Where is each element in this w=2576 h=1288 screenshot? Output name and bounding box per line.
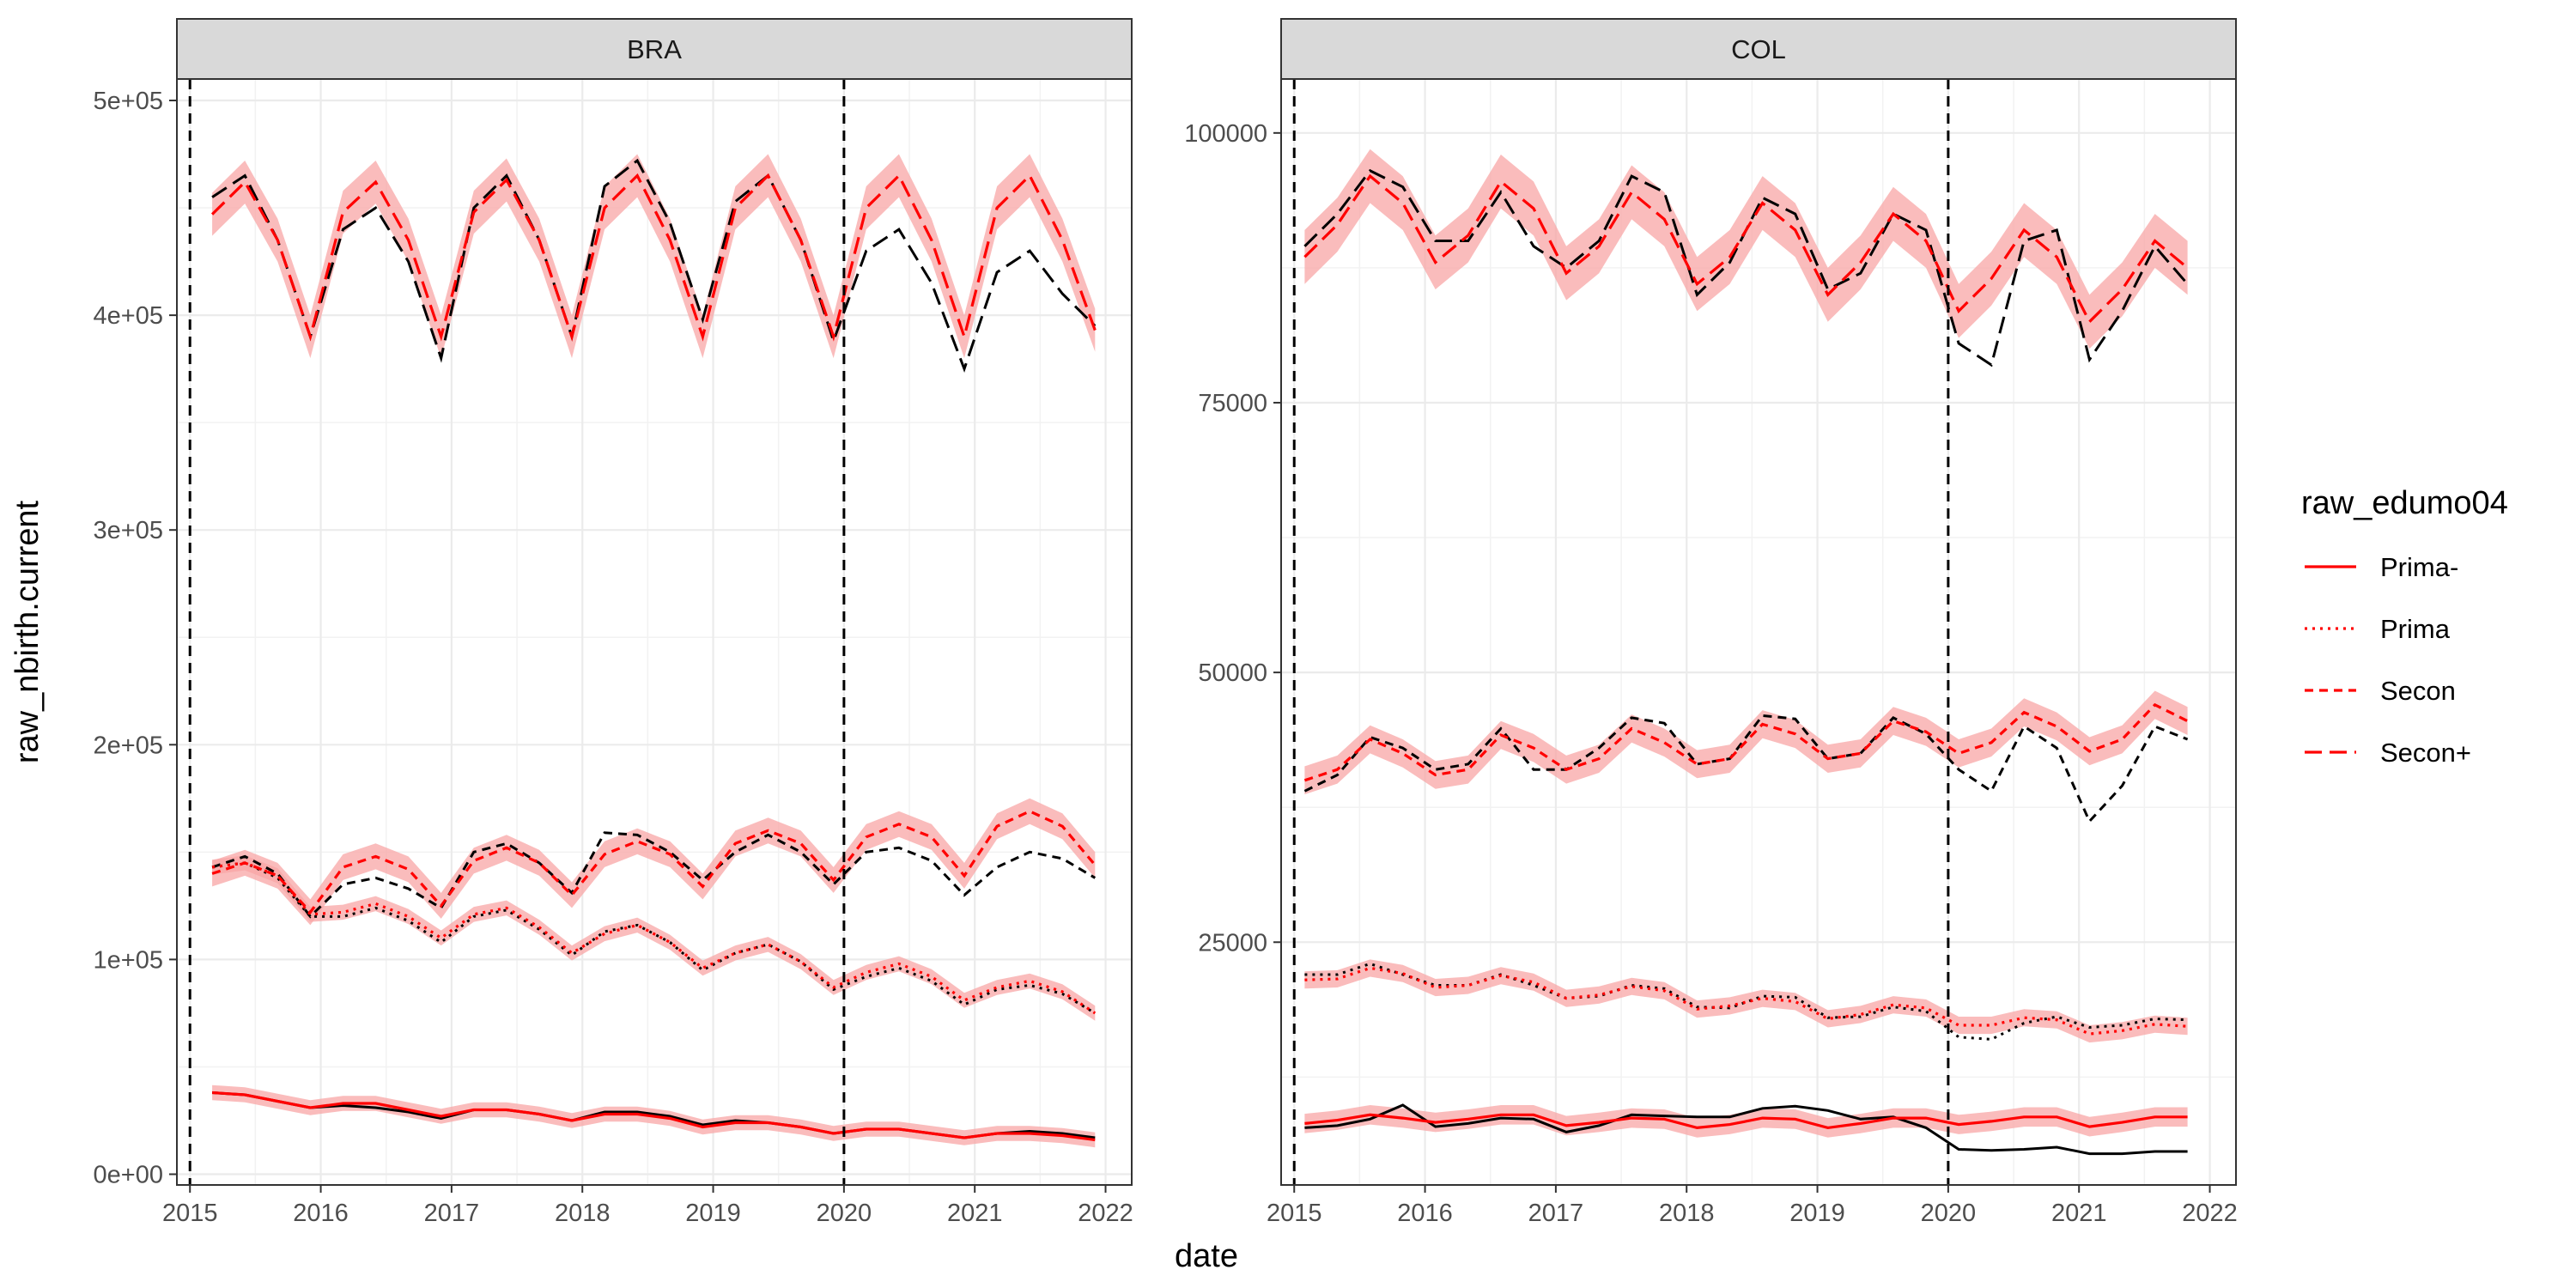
observed-line-bra-secon-plus [211,158,1097,374]
x-tick-label-col: 2022 [2182,1200,2238,1227]
x-tick-label-col: 2016 [1397,1200,1453,1227]
ribbon-bra-prima [212,855,1096,1021]
x-tick-label-bra: 2020 [817,1200,872,1227]
observed-line-col-prima-minus [1304,1103,2188,1156]
x-tick-label-bra: 2017 [424,1200,480,1227]
fitted-line-bra-secon [211,810,1097,914]
x-tick-label-bra: 2022 [1078,1200,1133,1227]
panel-border-bra [176,78,1133,1186]
strip-label-bra: BRA [627,34,682,64]
ribbon-bra-secon-plus [212,154,1096,359]
y-tick-label-bra: 3e+05 [94,517,163,544]
x-tick-label-col: 2018 [1659,1200,1715,1227]
x-tick-label-col: 2021 [2051,1200,2107,1227]
x-tick-label-col: 2019 [1789,1200,1845,1227]
legend-item-1: Prima- [2301,538,2458,596]
y-tick-label-bra: 2e+05 [94,732,163,759]
x-tick-label-bra: 2016 [293,1200,349,1227]
y-tick-label-col: 50000 [1198,659,1267,687]
y-tick-label-bra: 4e+05 [94,302,163,330]
fitted-line-bra-secon-plus [210,173,1097,342]
strip-bra [176,18,1133,80]
legend-title: raw_edumo04 [2301,485,2508,521]
x-tick-label-col: 2020 [1921,1200,1977,1227]
fitted-line-col-prima-minus [1304,1113,2188,1130]
fitted-line-bra-prima-minus [211,1091,1096,1142]
ribbon-bra-secon [212,798,1096,926]
x-tick-label-bra: 2019 [685,1200,741,1227]
y-tick-label-bra: 5e+05 [94,88,163,115]
legend: raw_edumo04 Prima- Prima Secon Secon+ [2301,485,2508,781]
ribbon-col-secon-plus [1304,149,2188,349]
y-tick-label-col: 100000 [1184,120,1267,148]
ribbon-col-prima [1304,959,2188,1043]
x-tick-label-bra: 2018 [555,1200,611,1227]
y-tick-label-col: 25000 [1198,929,1267,957]
legend-item-3: Secon [2301,661,2456,720]
legend-label: Secon+ [2380,738,2471,768]
strip-label-col: COL [1731,34,1786,64]
legend-label: Prima [2380,614,2451,644]
legend-label: Prima- [2380,552,2458,582]
y-tick-label-bra: 0e+00 [94,1161,163,1188]
fitted-line-col-prima [1304,966,2188,1036]
x-tick-label-col: 2017 [1528,1200,1584,1227]
observed-line-col-secon [1303,714,2189,824]
x-axis-title: date [1175,1238,1238,1274]
panel-bra: BRA [176,18,1133,1186]
y-tick-label-col: 75000 [1198,390,1267,417]
fitted-line-col-secon [1303,702,2189,782]
x-tick-label-col: 2015 [1267,1200,1322,1227]
legend-label: Secon [2380,676,2456,706]
panel-border-col [1280,78,2237,1186]
legend-items: Prima- Prima Secon Secon+ [2301,538,2471,781]
fitted-line-bra-prima [211,861,1097,1015]
legend-item-4: Secon+ [2301,723,2471,781]
observed-line-bra-prima [211,861,1097,1015]
plot-area-bra [177,79,1132,1185]
x-tick-label-bra: 2021 [947,1200,1003,1227]
y-axis-title: raw_nbirth.current [9,500,46,763]
observed-line-bra-secon [211,831,1097,919]
fitted-line-col-secon-plus [1303,173,2189,325]
legend-item-2: Prima [2301,599,2451,658]
x-tick-label-bra: 2015 [162,1200,218,1227]
plot-area-col [1281,79,2236,1185]
y-tick-label-bra: 1e+05 [94,946,163,974]
panel-col: COL [1280,18,2237,1186]
